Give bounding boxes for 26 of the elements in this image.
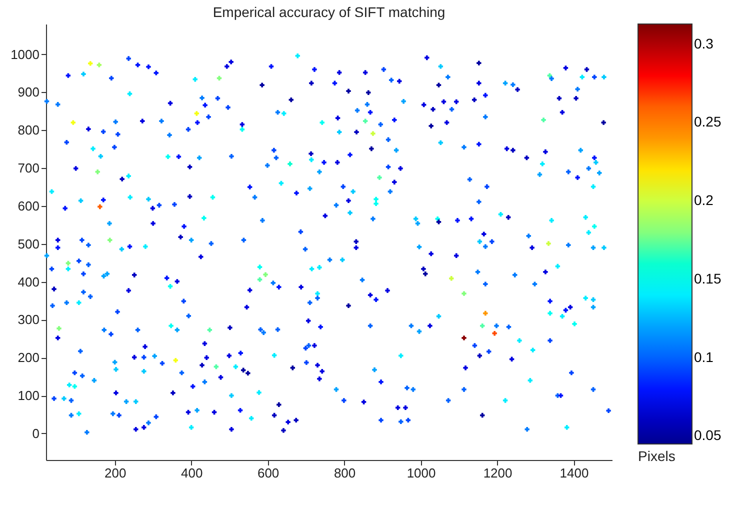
x-tick-label: 1000 — [406, 466, 436, 480]
y-tick-label: 300 — [18, 312, 40, 328]
x-tick-label: 600 — [257, 466, 280, 480]
x-tick-label: 800 — [334, 466, 356, 480]
x-tick-label: 200 — [104, 466, 126, 480]
y-tick-label: 600 — [18, 198, 40, 214]
y-tick-label: 400 — [18, 274, 40, 290]
y-tick-label: 500 — [18, 236, 40, 252]
x-tick-label: 1200 — [483, 466, 512, 480]
color-bar-title: Pixels — [638, 448, 676, 464]
y-tick-label: 0 — [32, 426, 40, 441]
y-tick-label: 800 — [18, 122, 40, 138]
x-tick-label: 1400 — [560, 466, 589, 480]
y-tick-label: 200 — [18, 350, 40, 366]
y-tick-label: 900 — [18, 84, 40, 100]
color-bar-label: 0.25 — [694, 114, 722, 130]
color-bar-label: 0.1 — [694, 348, 714, 365]
color-bar-label: 0.2 — [694, 192, 714, 208]
x-tick-label: 400 — [180, 466, 203, 480]
color-bar-label: 0.05 — [694, 427, 722, 444]
color-bar-label: 0.3 — [694, 35, 714, 52]
y-tick-label: 700 — [18, 160, 40, 176]
y-tick-label: 1000 — [10, 46, 40, 62]
y-tick-label: 100 — [18, 388, 40, 404]
color-bar-label: 0.15 — [694, 270, 722, 286]
chart-title: Emperical accuracy of SIFT matching — [212, 4, 446, 20]
